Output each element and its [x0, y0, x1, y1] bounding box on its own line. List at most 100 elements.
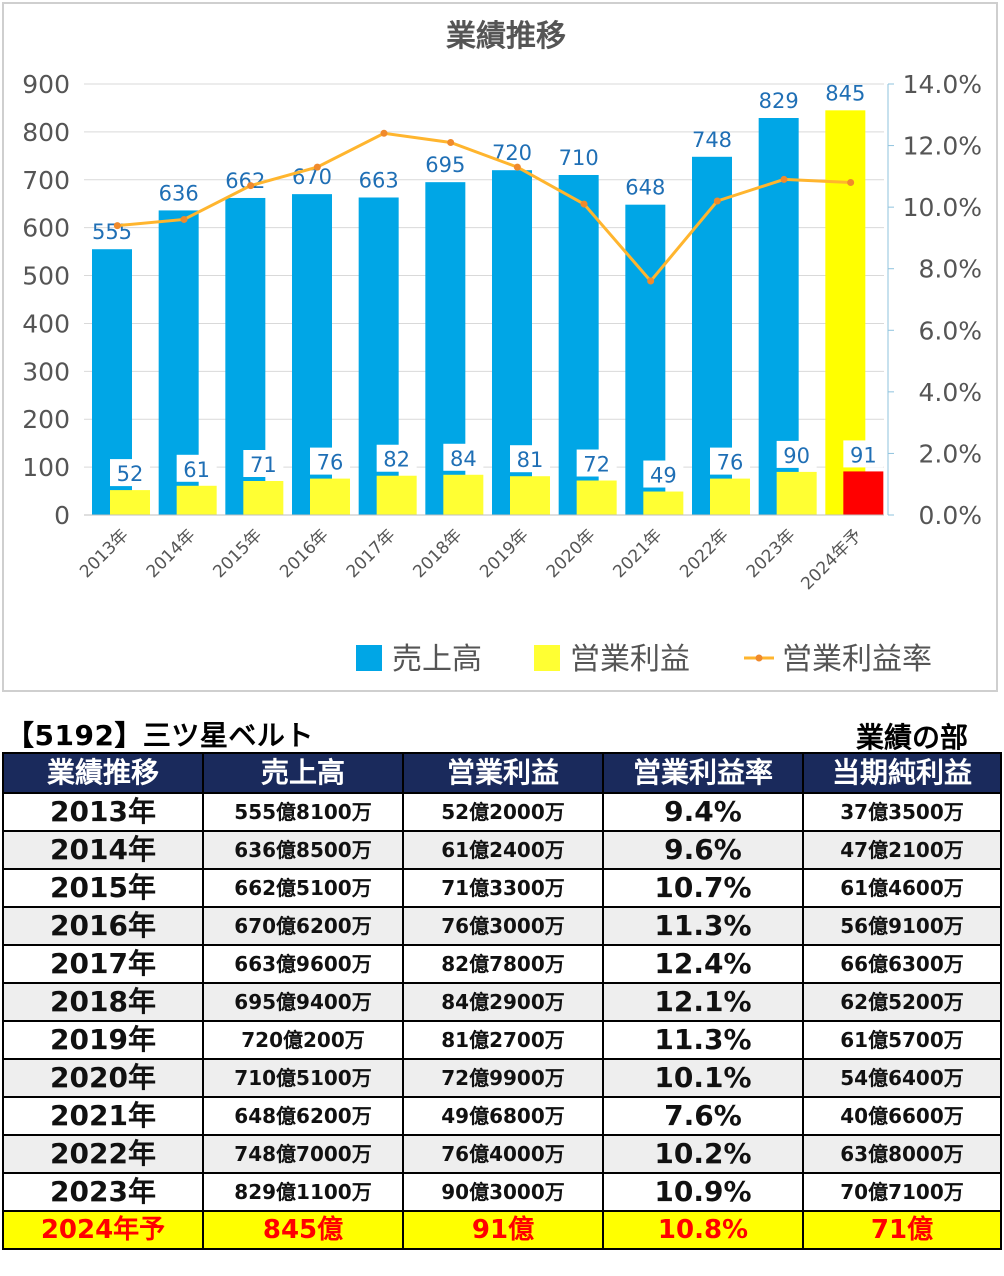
table-row: 2016年 670億6200万 76億3000万 11.3% 56億9100万	[2, 906, 1002, 946]
profit-data-label: 84	[450, 447, 477, 471]
table-cell: 555億8100万	[202, 792, 404, 832]
sales-data-label: 663	[359, 168, 399, 192]
profit-label-bg	[510, 445, 550, 473]
profit-label-bg	[310, 447, 350, 475]
y2-tick-label: 8.0%	[918, 255, 982, 284]
table-row: 2023年 829億1100万 90億3000万 10.9% 70億7100万	[2, 1172, 1002, 1212]
y-tick-label: 300	[22, 357, 70, 386]
rate-point	[513, 163, 521, 171]
table-cell: 76億4000万	[402, 1134, 604, 1174]
table-cell: 695億9400万	[202, 982, 404, 1022]
y2-tick-label: 0.0%	[918, 501, 982, 530]
performance-chart: 業績推移 0 100 200 300 400 500 600 700 800 900 0.0% 2.0%…	[22, 19, 982, 677]
table-cell: 66億6300万	[802, 944, 1002, 984]
y-tick-label: 100	[22, 453, 70, 482]
table-cell: 82億7800万	[402, 944, 604, 984]
profit-label-bg	[110, 459, 150, 487]
table-header-row: 業績推移 売上高 営業利益 営業利益率 当期純利益	[2, 752, 1002, 794]
table-cell: 37億3500万	[802, 792, 1002, 832]
sales-data-label: 720	[492, 141, 532, 165]
company-title: 【5192】三ツ星ベルト	[6, 719, 314, 752]
performance-table: 業績推移 売上高 営業利益 営業利益率 当期純利益 2013年 555億8100万…	[2, 752, 1002, 1250]
column-header: 営業利益	[402, 752, 604, 794]
table-cell: 2016年	[2, 906, 204, 946]
rate-point	[313, 163, 321, 171]
forecast-cell: 91億	[402, 1210, 604, 1250]
forecast-cell: 845億	[202, 1210, 404, 1250]
table-cell: 663億9600万	[202, 944, 404, 984]
table-cell: 10.7%	[602, 868, 804, 908]
x-tick-label: 2018年	[409, 525, 466, 582]
y-tick-label: 600	[22, 214, 70, 243]
rate-point	[247, 182, 255, 190]
table-body: 2013年 555億8100万 52億2000万 9.4% 37億3500万 2014年 6…	[2, 792, 1002, 1250]
forecast-cell: 71億	[802, 1210, 1002, 1250]
rate-point	[380, 129, 388, 137]
profit-bar	[376, 475, 417, 515]
legend-label-sales: 売上高	[392, 642, 482, 677]
column-header: 営業利益率	[602, 752, 804, 794]
profit-bar	[310, 478, 350, 515]
profit-data-label: 76	[717, 451, 744, 475]
table-cell: 10.1%	[602, 1058, 804, 1098]
table-cell: 2021年	[2, 1096, 204, 1136]
table-row: 2017年 663億9600万 82億7800万 12.4% 66億6300万	[2, 944, 1002, 984]
profit-bar	[443, 474, 484, 515]
x-tick-label: 2016年	[276, 525, 333, 582]
x-tick-label: 2015年	[209, 525, 266, 582]
table-cell: 2022年	[2, 1134, 204, 1174]
table-row: 2019年 720億200万 81億2700万 11.3% 61億5700万	[2, 1020, 1002, 1060]
rate-point	[847, 179, 855, 187]
table-cell: 2013年	[2, 792, 204, 832]
profit-data-label: 81	[517, 448, 544, 472]
table-cell: 2014年	[2, 830, 204, 870]
legend-swatch-profit	[534, 645, 560, 671]
table-cell: 84億2900万	[402, 982, 604, 1022]
rate-point	[647, 277, 655, 285]
legend-label-rate: 営業利益率	[782, 642, 932, 677]
table-cell: 40億6600万	[802, 1096, 1002, 1136]
y2-tick-label: 2.0%	[918, 439, 982, 468]
table-cell: 54億6400万	[802, 1058, 1002, 1098]
table-cell: 9.6%	[602, 830, 804, 870]
y2-tick-label: 12.0%	[903, 132, 982, 161]
profit-label-bg	[776, 440, 817, 468]
table-cell: 710億5100万	[202, 1058, 404, 1098]
table-cell: 90億3000万	[402, 1172, 604, 1212]
table-row: 2020年 710億5100万 72億9900万 10.1% 54億6400万	[2, 1058, 1002, 1098]
profit-label-bg	[643, 460, 684, 488]
table-cell: 2015年	[2, 868, 204, 908]
table-cell: 7.6%	[602, 1096, 804, 1136]
chart-title: 業績推移	[446, 19, 566, 54]
y-tick-label: 700	[22, 166, 70, 195]
table-cell: 648億6200万	[202, 1096, 404, 1136]
table-row: 2021年 648億6200万 49億6800万 7.6% 40億6600万	[2, 1096, 1002, 1136]
table-row: 2015年 662億5100万 71億3300万 10.7% 61億4600万	[2, 868, 1002, 908]
sales-data-label: 648	[625, 176, 665, 200]
profit-data-label: 91	[850, 443, 877, 467]
x-tick-label: 2013年	[76, 525, 133, 582]
forecast-cell: 10.8%	[602, 1210, 804, 1250]
table-cell: 47億2100万	[802, 830, 1002, 870]
table-cell: 11.3%	[602, 1020, 804, 1060]
forecast-cell: 2024年予	[2, 1210, 204, 1250]
table-cell: 12.1%	[602, 982, 804, 1022]
x-tick-label: 2014年	[143, 525, 200, 582]
profit-bar	[110, 490, 150, 515]
table-cell: 76億3000万	[402, 906, 604, 946]
profit-bar	[843, 471, 884, 515]
table-cell: 11.3%	[602, 906, 804, 946]
y2-tick-label: 6.0%	[918, 316, 982, 345]
table-cell: 9.4%	[602, 792, 804, 832]
table-row: 2018年 695億9400万 84億2900万 12.1% 62億5200万	[2, 982, 1002, 1022]
table-row: 2014年 636億8500万 61億2400万 9.6% 47億2100万	[2, 830, 1002, 870]
sales-data-label: 695	[425, 153, 465, 177]
profit-data-label: 61	[183, 458, 210, 482]
table-cell: 748億7000万	[202, 1134, 404, 1174]
legend-label-profit: 営業利益	[570, 642, 690, 677]
table-cell: 61億5700万	[802, 1020, 1002, 1060]
profit-label-bg	[843, 440, 884, 468]
x-tick-label: 2021年	[609, 525, 666, 582]
rate-line	[117, 131, 851, 284]
rate-point	[780, 175, 788, 183]
